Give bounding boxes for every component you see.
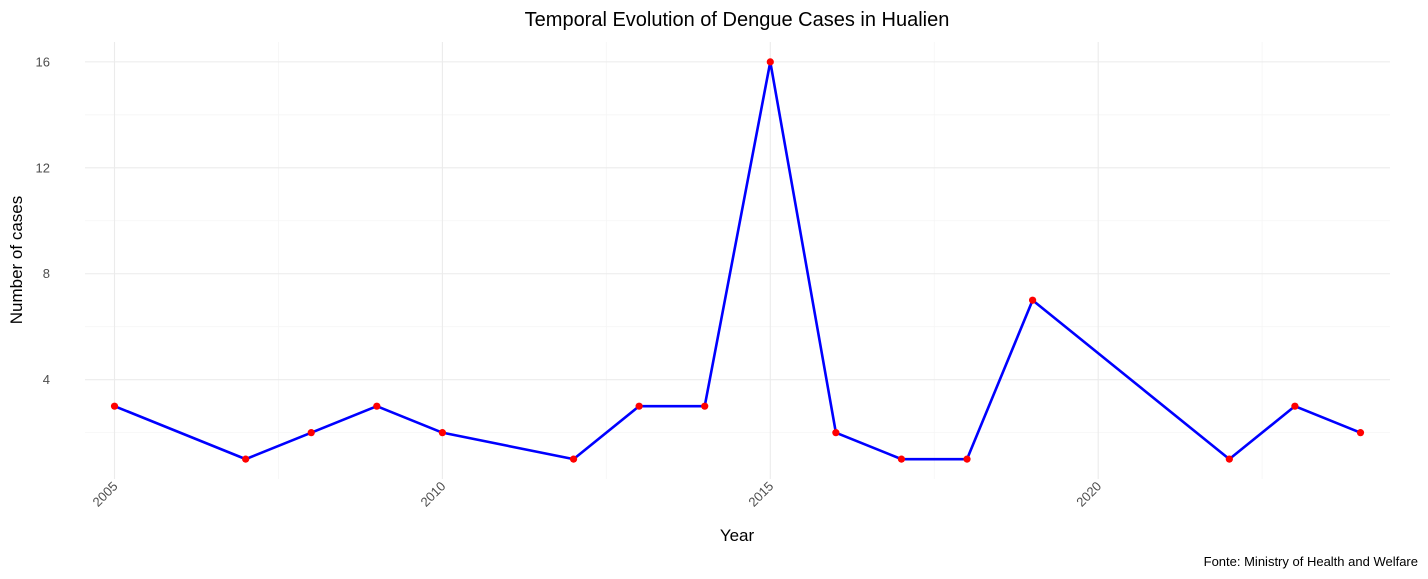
data-point	[701, 402, 709, 410]
data-point	[635, 402, 643, 410]
chart-title: Temporal Evolution of Dengue Cases in Hu…	[525, 9, 950, 31]
x-tick-label: 2015	[745, 479, 776, 510]
major-gridlines	[85, 42, 1390, 479]
data-point	[307, 429, 315, 437]
series-line	[113, 60, 1362, 461]
y-tick-label: 16	[36, 54, 50, 69]
data-point	[373, 402, 381, 410]
data-point	[897, 455, 906, 463]
y-tick-label: 8	[43, 266, 50, 281]
data-point	[438, 429, 446, 437]
y-tick-label: 12	[36, 160, 50, 175]
data-point	[1291, 402, 1299, 410]
data-point	[766, 58, 774, 66]
y-axis-ticks: 4 8 12 16	[36, 54, 50, 387]
x-tick-label: 2020	[1073, 479, 1104, 510]
minor-gridlines	[85, 42, 1390, 479]
data-point	[569, 455, 578, 463]
y-tick-label: 4	[43, 372, 50, 387]
chart-caption: Fonte: Ministry of Health and Welfare	[1204, 554, 1418, 569]
x-axis-ticks: 2005 2010 2015 2020	[90, 479, 1105, 510]
data-point	[242, 455, 250, 463]
data-point	[110, 402, 119, 410]
data-point	[1356, 429, 1365, 437]
y-axis-title: Number of cases	[7, 196, 26, 325]
data-point	[1029, 296, 1037, 304]
data-point	[1225, 455, 1233, 463]
x-tick-label: 2010	[417, 479, 448, 510]
data-point	[832, 429, 840, 437]
series-lines	[113, 60, 1362, 461]
x-axis-title: Year	[720, 526, 755, 545]
data-points	[110, 58, 1365, 463]
data-point	[963, 455, 971, 463]
x-tick-label: 2005	[90, 479, 121, 510]
